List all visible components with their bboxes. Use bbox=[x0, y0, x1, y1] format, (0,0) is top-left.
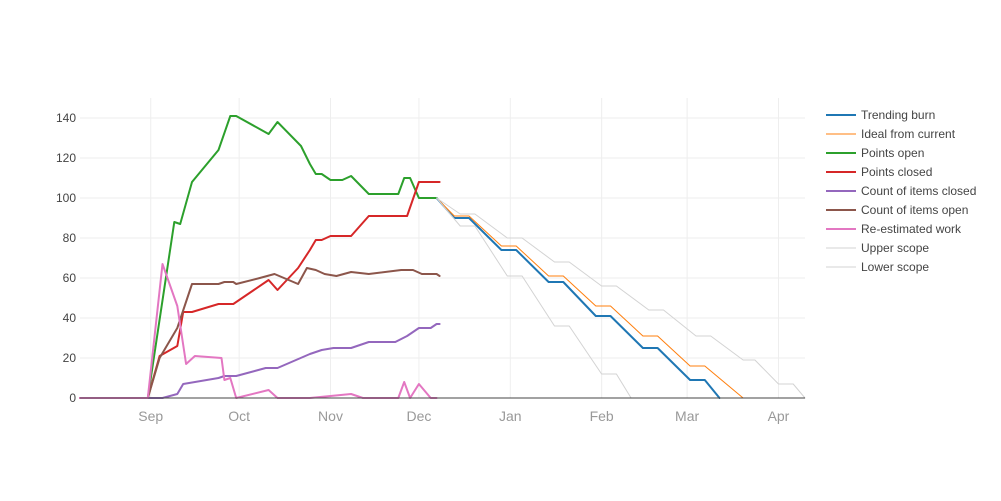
y-tick-label: 80 bbox=[63, 231, 77, 245]
legend-label: Re-estimated work bbox=[861, 222, 962, 236]
x-tick-label: Oct bbox=[228, 408, 250, 424]
y-tick-label: 0 bbox=[69, 391, 76, 405]
plot-area bbox=[79, 115, 806, 399]
series-line-ideal-from-current bbox=[436, 197, 744, 399]
legend-item-lower-scope[interactable]: Lower scope bbox=[826, 260, 929, 274]
x-tick-label: Nov bbox=[318, 408, 343, 424]
legend-item-count-of-items-closed[interactable]: Count of items closed bbox=[826, 184, 976, 198]
x-tick-label: Apr bbox=[768, 408, 790, 424]
legend-item-trending-burn[interactable]: Trending burn bbox=[826, 108, 935, 122]
y-tick-label: 20 bbox=[63, 351, 77, 365]
legend-item-points-open[interactable]: Points open bbox=[826, 146, 924, 160]
x-tick-label: Sep bbox=[138, 408, 163, 424]
y-tick-label: 60 bbox=[63, 271, 77, 285]
legend-item-ideal-from-current[interactable]: Ideal from current bbox=[826, 127, 956, 141]
legend-label: Lower scope bbox=[861, 260, 929, 274]
legend-item-count-of-items-open[interactable]: Count of items open bbox=[826, 203, 968, 217]
legend-item-points-closed[interactable]: Points closed bbox=[826, 165, 932, 179]
series-line-trending-burn bbox=[435, 197, 721, 399]
axes: 0 20 40 60 80 100 120 140 Sep Oct Nov Dec Jan Feb Mar A… bbox=[56, 111, 805, 424]
grid bbox=[80, 98, 805, 398]
series-line-lower-scope bbox=[436, 197, 632, 399]
y-tick-label: 120 bbox=[56, 151, 76, 165]
x-tick-label: Jan bbox=[499, 408, 522, 424]
x-tick-label: Dec bbox=[406, 408, 431, 424]
x-tick-label: Mar bbox=[675, 408, 699, 424]
legend-label: Count of items closed bbox=[861, 184, 976, 198]
legend-label: Upper scope bbox=[861, 241, 929, 255]
series-line-points-open bbox=[79, 115, 438, 399]
legend-item-upper-scope[interactable]: Upper scope bbox=[826, 241, 929, 255]
series-line-count-of-items-closed bbox=[79, 323, 441, 399]
legend-label: Points closed bbox=[861, 165, 932, 179]
legend-label: Trending burn bbox=[861, 108, 935, 122]
legend-label: Points open bbox=[861, 146, 924, 160]
legend-label: Count of items open bbox=[861, 203, 968, 217]
legend: Trending burn Ideal from current Points op… bbox=[826, 108, 976, 274]
series-line-count-of-items-open bbox=[79, 267, 441, 399]
y-tick-label: 100 bbox=[56, 191, 76, 205]
y-tick-label: 40 bbox=[63, 311, 77, 325]
y-tick-label: 140 bbox=[56, 111, 76, 125]
series-line-re-estimated-work bbox=[79, 263, 438, 399]
legend-item-re-estimated-work[interactable]: Re-estimated work bbox=[826, 222, 962, 236]
series-line-points-closed bbox=[79, 181, 441, 399]
legend-label: Ideal from current bbox=[861, 127, 956, 141]
series-line-upper-scope bbox=[436, 197, 806, 399]
x-tick-label: Feb bbox=[590, 408, 614, 424]
